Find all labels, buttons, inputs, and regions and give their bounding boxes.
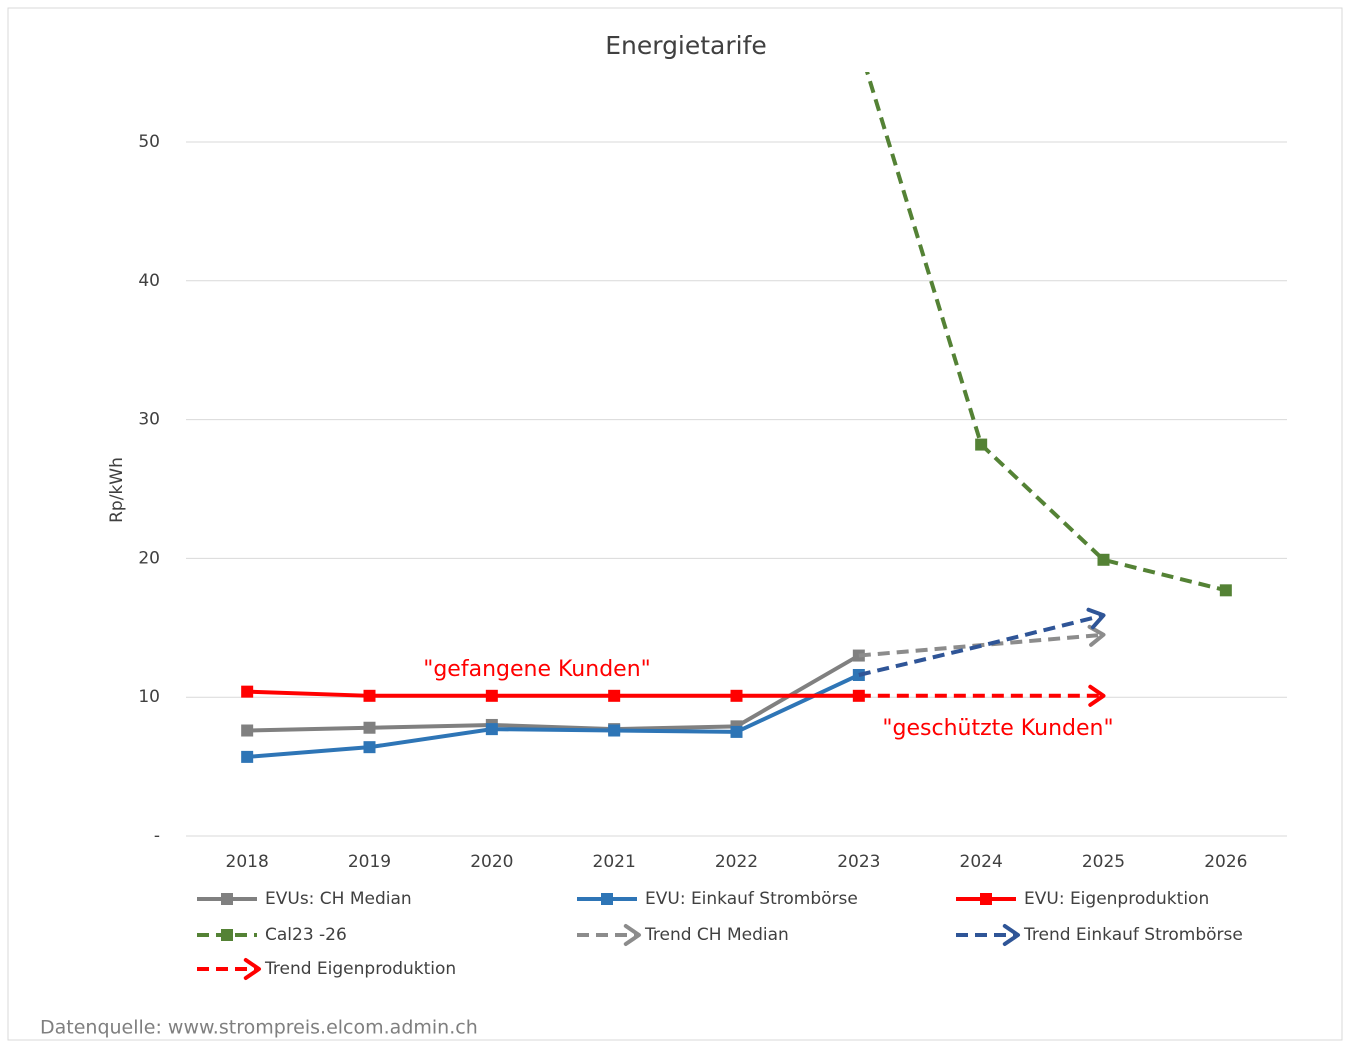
plot-area bbox=[241, 72, 1232, 763]
legend-marker bbox=[601, 893, 613, 905]
y-tick-label: 30 bbox=[138, 410, 160, 430]
marker bbox=[241, 724, 254, 737]
chart-border bbox=[7, 7, 1343, 1041]
marker bbox=[363, 721, 376, 734]
legend-marker bbox=[221, 893, 233, 905]
arrow-head bbox=[1086, 607, 1106, 630]
legend-marker bbox=[980, 893, 992, 905]
marker bbox=[608, 724, 621, 737]
legend-arrow bbox=[243, 957, 261, 981]
legend-arrow bbox=[1002, 923, 1020, 947]
marker bbox=[1219, 584, 1232, 597]
series-line bbox=[247, 653, 860, 733]
series-line bbox=[865, 72, 1227, 593]
x-tick-label: 2024 bbox=[960, 852, 1003, 872]
marker bbox=[241, 685, 254, 698]
marker bbox=[730, 725, 743, 738]
marker bbox=[241, 750, 254, 763]
legend-arrow bbox=[623, 923, 641, 947]
y-tick-label: 50 bbox=[138, 132, 160, 152]
y-tick-label: 10 bbox=[138, 687, 160, 707]
legend-label: Trend CH Median bbox=[644, 925, 789, 945]
annotation: "gefangene Kunden" bbox=[423, 657, 651, 682]
chart-title: Energietarife bbox=[605, 31, 767, 60]
marker bbox=[1097, 553, 1110, 566]
marker bbox=[730, 689, 743, 702]
legend-label: EVUs: CH Median bbox=[265, 889, 412, 909]
x-tick-label: 2026 bbox=[1204, 852, 1247, 872]
x-tick-label: 2018 bbox=[226, 852, 269, 872]
legend-label: EVU: Einkauf Strombörse bbox=[645, 889, 858, 909]
x-tick-label: 2022 bbox=[715, 852, 758, 872]
y-tick-label: 20 bbox=[138, 548, 160, 568]
legend-marker bbox=[221, 929, 233, 941]
arrow-head bbox=[1087, 624, 1106, 647]
marker bbox=[485, 689, 498, 702]
series-line bbox=[858, 613, 1104, 677]
marker bbox=[485, 723, 498, 736]
marker bbox=[608, 689, 621, 702]
legend-label: Trend Eigenproduktion bbox=[264, 959, 456, 979]
x-tick-label: 2023 bbox=[837, 852, 880, 872]
source-note: Datenquelle: www.strompreis.elcom.admin.… bbox=[40, 1017, 478, 1039]
arrow-head bbox=[1088, 684, 1106, 707]
y-axis-label: Rp/kWh bbox=[107, 457, 127, 523]
legend-label: Cal23 -26 bbox=[265, 925, 347, 945]
marker bbox=[363, 741, 376, 754]
x-tick-label: 2019 bbox=[348, 852, 391, 872]
x-tick-label: 2021 bbox=[593, 852, 636, 872]
legend-label: Trend Einkauf Strombörse bbox=[1023, 925, 1243, 945]
series-line bbox=[247, 689, 859, 698]
series-line bbox=[247, 673, 860, 759]
annotation: "geschützte Kunden" bbox=[882, 716, 1113, 741]
marker bbox=[975, 438, 988, 451]
y-tick-label: - bbox=[154, 826, 160, 846]
legend-label: EVU: Eigenproduktion bbox=[1024, 889, 1209, 909]
y-tick-label: 40 bbox=[138, 271, 160, 291]
marker bbox=[363, 689, 376, 702]
x-tick-label: 2020 bbox=[470, 852, 513, 872]
x-tick-label: 2025 bbox=[1082, 852, 1125, 872]
